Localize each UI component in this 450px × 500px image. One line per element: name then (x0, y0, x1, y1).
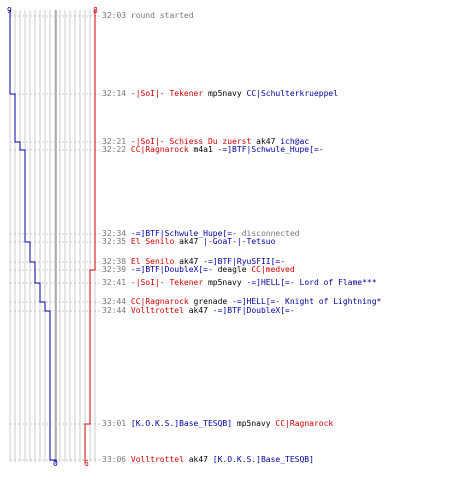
weapon-name: m4a1 (188, 145, 218, 154)
weapon-name: mp5navy (203, 278, 247, 287)
event-time: 32:21 (102, 137, 131, 146)
blue-team-alive-line (9, 10, 57, 462)
player-name: -=]BTF|RyuSFII[=- (203, 257, 286, 266)
red-end-count: 6 (84, 459, 89, 468)
red-start-count: 8 (93, 6, 98, 15)
weapon-name: ak47 (174, 237, 204, 246)
player-name: CC|Ragnarock (130, 297, 189, 306)
player-name: -|SoI|- Tekener (130, 278, 204, 287)
event-row: 32:35 El Senilo ak47 |-GoaT-|-Tetsuo (102, 237, 275, 246)
event-time: 33:06 (102, 455, 131, 464)
event-row: 32:44 CC|Ragnarock grenade -=]HELL[=- Kn… (102, 297, 381, 306)
player-name: [K.O.K.S.]Base_TESQB] (130, 419, 233, 428)
blue-start-count: 9 (7, 6, 12, 15)
weapon-name: mp5navy (232, 419, 276, 428)
event-time: 32:39 (102, 265, 131, 274)
event-time: 32:38 (102, 257, 131, 266)
event-time: 32:03 (102, 11, 131, 20)
event-row: 32:38 El Senilo ak47 -=]BTF|RyuSFII[=- (102, 257, 285, 266)
event-row: 33:01 [K.O.K.S.]Base_TESQB] mp5navy CC|R… (102, 419, 333, 428)
event-row: 32:39 -=]BTF|DoubleX[=- deagle CC|medved (102, 265, 295, 274)
player-name: -=]HELL[=- Knight of Lightning* (232, 297, 382, 306)
event-row: 32:22 CC|Ragnarock m4a1 -=]BTF|Schwule_H… (102, 145, 324, 154)
event-row: 32:21 -|SoI|- Schiess Du zuerst ak47 ich… (102, 137, 309, 146)
player-name: Volltrottel (130, 306, 184, 315)
event-row: 32:41 -|SoI|- Tekener mp5navy -=]HELL[=-… (102, 278, 377, 287)
event-time: 33:01 (102, 419, 131, 428)
event-row: 32:14 -|SoI|- Tekener mp5navy CC|Schulte… (102, 89, 338, 98)
system-message: disconnected (236, 229, 300, 238)
blue-end-count: 0 (53, 459, 58, 468)
event-time: 32:35 (102, 237, 131, 246)
player-name: El Senilo (130, 257, 175, 266)
event-row: 32:03 round started (102, 11, 194, 20)
player-name: CC|Ragnarock (275, 419, 334, 428)
player-name: CC|medved (251, 265, 295, 274)
event-row: 33:06 Volltrottel ak47 [K.O.K.S.]Base_TE… (102, 455, 314, 464)
player-name: |-GoaT-|-Tetsuo (203, 237, 276, 246)
player-name: -|SoI|- Schiess Du zuerst (130, 137, 252, 146)
weapon-name: ak47 (183, 455, 213, 464)
system-message: round started (130, 11, 194, 20)
event-time: 32:41 (102, 278, 131, 287)
event-time: 32:34 (102, 229, 131, 238)
player-name: -|SoI|- Tekener (130, 89, 204, 98)
player-name: CC|Schulterkrueppel (246, 89, 339, 98)
event-time: 32:44 (102, 297, 131, 306)
event-row: 32:44 Volltrottel ak47 -=]BTF|DoubleX[=- (102, 306, 295, 315)
weapon-name: ak47 (183, 306, 213, 315)
player-name: -=]BTF|Schwule_Hupe[=- (217, 145, 324, 154)
weapon-name: ak47 (251, 137, 281, 146)
event-row: 32:34 -=]BTF|Schwule_Hupe[=- disconnecte… (102, 229, 300, 238)
red-team-alive-line (84, 10, 96, 462)
player-name: [K.O.K.S.]Base_TESQB] (212, 455, 314, 464)
weapon-name: deagle (212, 265, 252, 274)
player-name: -=]BTF|DoubleX[=- (212, 306, 295, 315)
player-name: El Senilo (130, 237, 175, 246)
player-name: -=]BTF|DoubleX[=- (130, 265, 213, 274)
event-time: 32:44 (102, 306, 131, 315)
weapon-name: mp5navy (203, 89, 247, 98)
player-name: Volltrottel (130, 455, 184, 464)
player-name: CC|Ragnarock (130, 145, 189, 154)
timeline-grid (9, 10, 96, 462)
weapon-name: ak47 (174, 257, 204, 266)
weapon-name: grenade (188, 297, 233, 306)
player-name: -=]BTF|Schwule_Hupe[=- (130, 229, 237, 238)
event-time: 32:22 (102, 145, 131, 154)
player-name: -=]HELL[=- Lord of Flame*** (246, 278, 377, 287)
player-name: ich@ac (280, 137, 310, 146)
event-time: 32:14 (102, 89, 131, 98)
